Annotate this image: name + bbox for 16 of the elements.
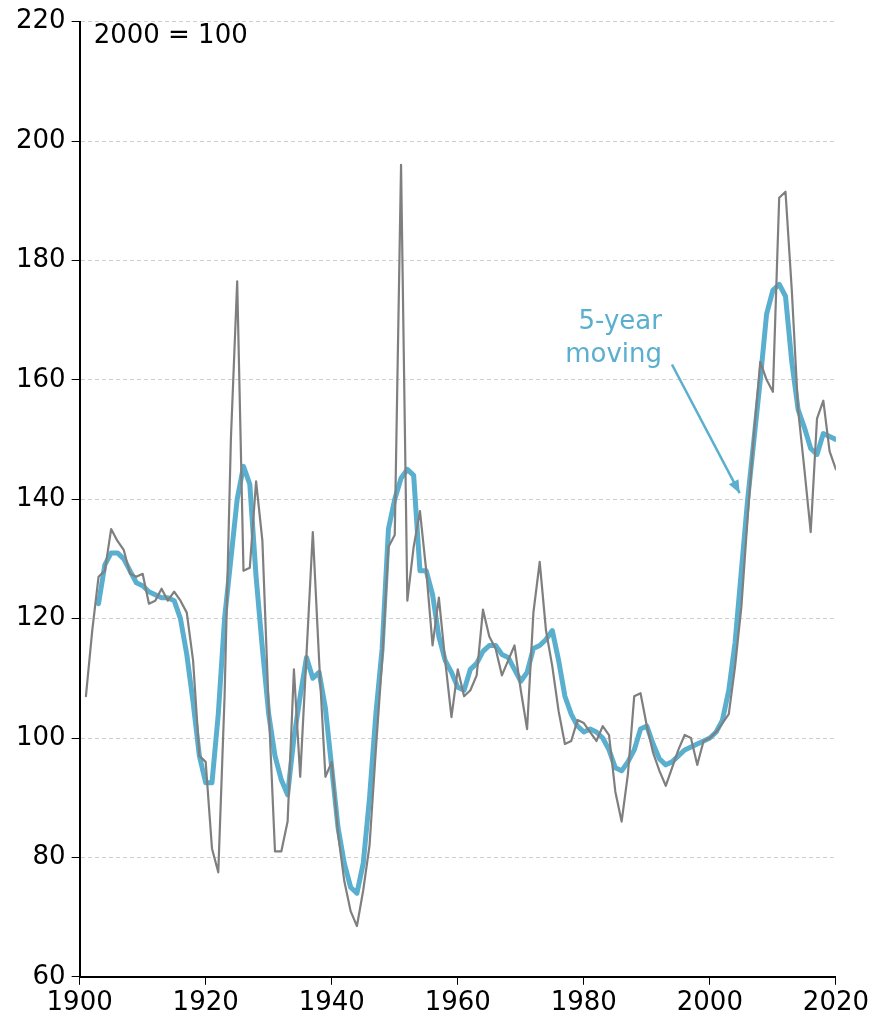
x-tick-label: 2020 bbox=[802, 986, 869, 1017]
y-tick-label: 160 bbox=[15, 362, 66, 393]
y-tick-label: 200 bbox=[15, 123, 66, 154]
y-tick-label: 180 bbox=[15, 243, 66, 274]
x-tick-label: 1980 bbox=[550, 986, 617, 1017]
y-tick-label: 120 bbox=[15, 601, 66, 632]
y-tick-label: 80 bbox=[32, 840, 66, 871]
y-tick-label: 100 bbox=[15, 720, 66, 751]
x-tick-label: 1920 bbox=[172, 986, 239, 1017]
y-tick-label: 220 bbox=[15, 4, 66, 35]
x-tick-label: 1960 bbox=[424, 986, 491, 1017]
x-tick-label: 2000 bbox=[676, 986, 743, 1017]
annotation: 2000 = 100 bbox=[93, 19, 248, 50]
x-tick-label: 1940 bbox=[298, 986, 365, 1017]
y-tick-label: 140 bbox=[15, 481, 66, 512]
text: 5-year moving bbox=[565, 305, 663, 369]
